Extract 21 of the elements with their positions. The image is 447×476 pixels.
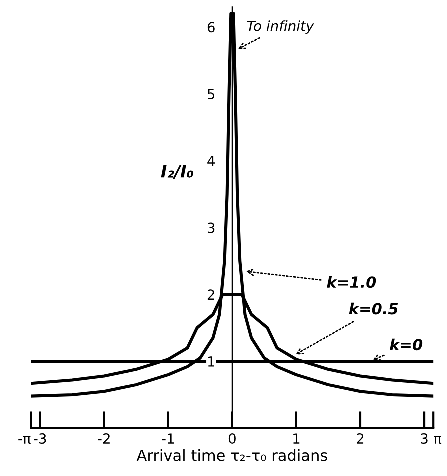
y-tick-label: 4 xyxy=(208,156,215,166)
y-axis-title: I₂/I₀ xyxy=(161,166,194,180)
x-tick-label: -3 xyxy=(34,434,46,444)
annotation: k=1.0 xyxy=(327,276,376,288)
y-tick-label: 3 xyxy=(208,222,215,234)
annotation: To infinity xyxy=(247,20,314,34)
annotation: k=0 xyxy=(390,338,423,351)
x-tick-label: 1 xyxy=(294,434,300,444)
x-tick-label: 0 xyxy=(228,434,236,444)
x-tick-label: -1 xyxy=(162,434,174,444)
x-axis-title: Arrival time τ₂-τ₀ radians xyxy=(136,449,328,462)
x-tick-label: π xyxy=(434,436,442,444)
x-tick-label: -2 xyxy=(98,434,110,444)
y-tick-label: 2 xyxy=(208,290,214,300)
y-tick-label: 5 xyxy=(208,89,215,100)
y-tick-label: 6 xyxy=(208,22,215,33)
y-tick-label: 1 xyxy=(208,356,214,367)
x-tick-label: 3 xyxy=(421,434,428,444)
x-tick-label: 2 xyxy=(357,434,364,444)
annotation: k=0.5 xyxy=(349,302,398,315)
x-tick-label: -π xyxy=(18,436,31,444)
